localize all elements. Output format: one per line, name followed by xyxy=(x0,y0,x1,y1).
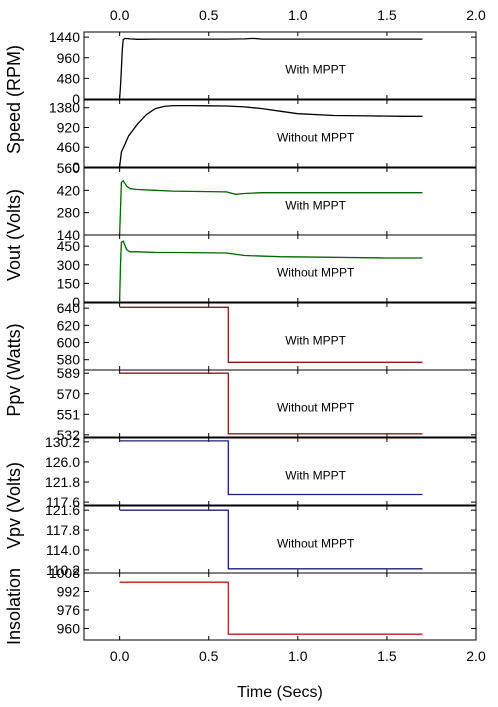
y-tick-label: 0 xyxy=(72,294,80,310)
y-tick-label: 130.2 xyxy=(45,434,80,450)
y-axis-label: Insolation xyxy=(4,568,24,645)
x-tick-label-bottom: 2.0 xyxy=(466,648,486,664)
y-tick-label: 460 xyxy=(57,139,81,155)
y-tick-label: 976 xyxy=(57,602,81,618)
y-tick-label: 121.6 xyxy=(45,502,80,518)
panel-8: 960 976 992 1008 xyxy=(49,565,477,641)
y-axis-label: Speed (RPM) xyxy=(4,45,24,154)
annotation-label: With MPPT xyxy=(285,63,346,77)
y-tick-label: 570 xyxy=(57,386,81,402)
bottom-x-axis: 0.0 0.5 1.0 1.5 2.0 xyxy=(110,648,486,664)
annotation-label: Without MPPT xyxy=(277,266,355,280)
series-line xyxy=(119,440,423,496)
series-line xyxy=(119,372,423,435)
panel-2: 140 280 420 560 With MPPT xyxy=(57,160,477,243)
y-tick-label: 532 xyxy=(57,427,81,443)
y-tick-label: 280 xyxy=(57,205,81,221)
panel-frame xyxy=(83,369,477,438)
y-tick-label: 620 xyxy=(57,317,81,333)
y-tick-label: 480 xyxy=(57,70,81,86)
y-tick-label: 560 xyxy=(57,160,81,176)
annotation-label: With MPPT xyxy=(285,199,346,213)
y-tick-label: 110.2 xyxy=(46,562,80,578)
y-tick-label: 150 xyxy=(57,275,81,291)
y-tick-label: 126.0 xyxy=(45,454,80,470)
y-tick-label: 992 xyxy=(57,583,81,599)
y-tick-label: 114.0 xyxy=(46,542,80,558)
y-tick-label: 640 xyxy=(57,300,81,316)
y-tick-label: 0 xyxy=(72,159,80,175)
y-tick-label: 920 xyxy=(57,119,81,135)
panels-layer: 0 480 960 1440 With MPPT 0 460 920 1380 Without M… xyxy=(45,29,477,641)
y-tick-label: 117.6 xyxy=(46,494,80,510)
y-tick-label: 589 xyxy=(57,365,81,381)
panel-frame xyxy=(83,302,477,371)
x-tick-label-bottom: 1.5 xyxy=(377,648,397,664)
y-tick-label: 551 xyxy=(57,406,81,422)
x-tick-label-top: 0.0 xyxy=(110,7,130,23)
y-axis-label: Vout (Volts) xyxy=(4,189,24,281)
y-tick-label: 600 xyxy=(57,335,81,351)
x-tick-label-bottom: 1.0 xyxy=(288,648,308,664)
y-tick-label: 1380 xyxy=(49,100,80,116)
series-line xyxy=(118,104,423,168)
series-line xyxy=(118,37,423,100)
y-tick-label: 1440 xyxy=(49,29,80,45)
top-x-axis: 0.0 0.5 1.0 1.5 2.0 xyxy=(110,7,486,23)
x-axis-label: Time (Secs) xyxy=(237,684,323,701)
x-tick-label-top: 1.5 xyxy=(377,7,397,23)
y-tick-label: 0 xyxy=(72,91,80,107)
series-line xyxy=(119,306,423,363)
y-tick-label: 121.8 xyxy=(45,474,80,490)
panel-6: 117.6 121.8 126.0 130.2 With MPPT xyxy=(45,434,477,510)
series-line xyxy=(119,509,423,570)
y-axis-label: Vpv (Volts) xyxy=(4,462,24,549)
panel-frame xyxy=(83,572,477,641)
x-tick-label-bottom: 0.0 xyxy=(110,648,130,664)
y-tick-label: 140 xyxy=(57,227,81,243)
series-line xyxy=(118,240,423,303)
annotation-label: Without MPPT xyxy=(277,131,355,145)
annotation-label: With MPPT xyxy=(285,334,346,348)
panel-7: 110.2 114.0 117.8 121.6 Without MPPT xyxy=(45,502,477,578)
y-tick-label: 450 xyxy=(57,238,81,254)
x-tick-label-top: 1.0 xyxy=(288,7,308,23)
panel-1: 0 460 920 1380 Without MPPT xyxy=(49,99,477,175)
series-line xyxy=(119,581,423,635)
y-tick-label: 420 xyxy=(57,182,81,198)
series-line xyxy=(118,179,423,236)
x-tick-label-bottom: 0.5 xyxy=(199,648,219,664)
y-axis-labels: Speed (RPM) Vout (Volts) Ppv (Watts) Vpv (V… xyxy=(4,45,24,645)
panel-frame xyxy=(83,234,477,303)
x-tick-label-top: 0.5 xyxy=(199,7,219,23)
x-tick-label-top: 2.0 xyxy=(466,7,486,23)
panel-5: 532 551 570 589 Without MPPT xyxy=(57,365,477,443)
panel-frame xyxy=(83,31,477,100)
y-tick-label: 580 xyxy=(57,352,81,368)
panel-frame xyxy=(83,437,477,506)
y-tick-label: 960 xyxy=(57,50,81,66)
annotation-label: With MPPT xyxy=(285,469,346,483)
annotation-label: Without MPPT xyxy=(277,401,355,415)
panel-3: 0 150 300 450 Without MPPT xyxy=(57,234,477,310)
panel-frame xyxy=(83,99,477,168)
y-tick-label: 1008 xyxy=(49,565,80,581)
panel-0: 0 480 960 1440 With MPPT xyxy=(49,29,477,107)
y-tick-label: 117.8 xyxy=(46,522,80,538)
panel-frame xyxy=(83,167,477,236)
y-tick-label: 960 xyxy=(57,620,81,636)
y-axis-label: Ppv (Watts) xyxy=(4,323,24,416)
annotation-label: Without MPPT xyxy=(277,537,355,551)
y-tick-label: 300 xyxy=(57,257,81,273)
